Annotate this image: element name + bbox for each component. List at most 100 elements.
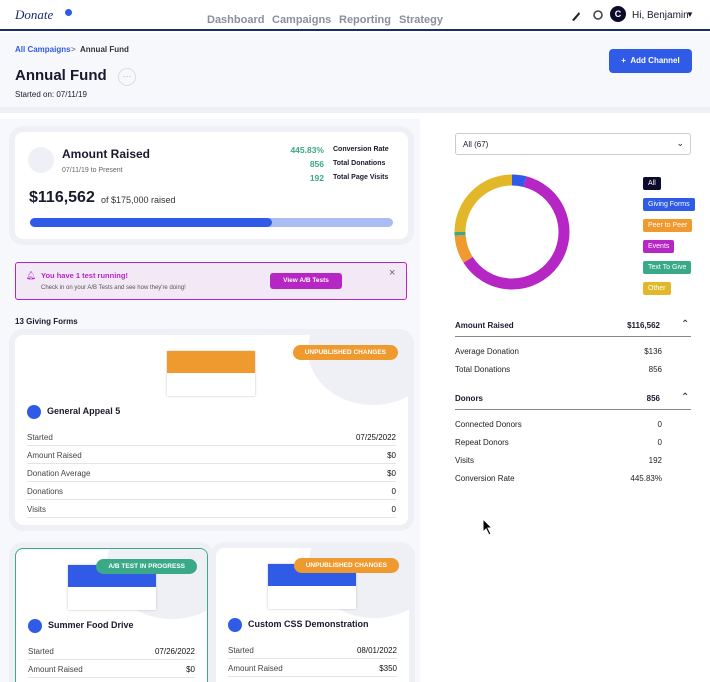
row-value: 08/01/2022 [356,646,397,655]
nav-link[interactable]: Strategy [399,10,443,28]
donut-segment [511,174,527,187]
row-label: Connected Donors [455,420,522,429]
user-menu[interactable]: Hi, Benjamin [632,10,689,21]
alert-title: You have 1 test running! [41,271,128,280]
summary-dates: 07/11/19 to Present [62,167,123,174]
goal: of $175,000 raised [101,195,176,205]
summary-title: Amount Raised [62,147,151,161]
row-label: Total Donations [455,365,511,374]
form-card: UNPUBLISHED CHANGES General Appeal 5 Start… [15,335,408,525]
summary-card: Amount Raised 07/11/19 to Present $116,5… [15,132,408,239]
brand[interactable]: Donate [15,7,54,22]
row-value: 07/25/2022 [355,433,396,442]
stat-value: 192 [309,173,324,183]
row-value: $0 [186,665,195,674]
form-name[interactable]: Summer Food Drive [48,620,134,630]
row-label: Average Donation [455,347,519,356]
more-button[interactable]: ··· [118,68,136,86]
donut-segment [454,234,473,263]
legend-item[interactable]: Peer to Peer [643,219,693,232]
nav-link[interactable]: Dashboard [207,10,264,28]
view-tests-button[interactable]: View A/B Tests [270,273,342,289]
row-label: Visits [27,505,46,514]
row-value: 192 [648,456,662,465]
section-value: $116,562 [627,321,660,330]
row-value: $0 [387,469,396,478]
detail-row: Amount Raised $350 [228,659,397,677]
row-value: 856 [648,365,662,374]
nav-link[interactable]: Campaigns [272,14,332,26]
button-label[interactable]: Add Channel [630,56,680,65]
stat-value: 445.83% [290,145,324,155]
row-label: Started [27,433,53,442]
progress-fill [30,218,272,227]
section-divider [455,409,691,410]
row-value: 0 [657,420,662,429]
legend-item[interactable]: Giving Forms [643,198,695,211]
row-label: Started [28,647,54,656]
nav-link[interactable]: Campaigns [272,10,331,28]
row-value: $350 [379,664,397,673]
form-card: UNPUBLISHED CHANGES Custom CSS Demonstrat… [216,548,409,682]
donut-chart [454,174,570,290]
section-divider [455,336,691,337]
collapse-caret[interactable]: ⌃ [681,392,690,403]
row-label: Amount Raised [28,665,83,674]
breadcrumb-link[interactable]: All Campaigns [15,45,71,54]
forms-heading: 13 Giving Forms [15,317,78,326]
detail-row: Visits 0 [27,500,396,518]
section-value: 856 [646,394,660,403]
form-card: A/B TEST IN PROGRESS Summer Food Drive Sta… [15,548,208,682]
nav-link[interactable]: Reporting [339,14,391,26]
nav-link[interactable]: Reporting [339,10,391,28]
row-label: Conversion Rate [455,474,515,483]
filter-value[interactable]: All (67) [463,140,489,149]
people-icon [28,147,54,173]
form-name[interactable]: Custom CSS Demonstration [248,619,369,629]
detail-row: Donations 0 [27,482,396,500]
breadcrumb-current: Annual Fund [80,45,129,54]
toolbar-icons[interactable] [570,9,610,23]
caret[interactable]: ⌄ [676,138,684,148]
detail-row: Amount Raised $0 [27,446,396,464]
caret[interactable]: ▼ [686,10,694,19]
row-label: Repeat Donors [455,438,509,447]
section-title: Amount Raised [455,321,514,330]
avatar[interactable]: C [610,6,626,22]
info-icon[interactable] [65,9,72,16]
row-label: Amount Raised [228,664,283,673]
stat-label: Conversion Rate [333,146,389,153]
alert: 🔔︎ You have 1 test running! Check in on … [15,262,407,300]
detail-row: Amount Raised $0 [28,660,195,678]
detail-row: Started 07/26/2022 [28,642,195,660]
donut-segment [463,176,570,290]
legend-item[interactable]: Other [643,282,671,295]
add-channel-button[interactable]: + Add Channel [609,49,692,73]
form-icon [28,619,42,633]
row-label: Donations [27,487,64,496]
cursor [482,518,494,536]
form-name[interactable]: General Appeal 5 [47,406,121,416]
progress-track [30,218,393,227]
stat-label: Total Page Visits [333,174,389,181]
detail-row: Donation Average$0 [28,678,195,682]
stat-value: 856 [309,159,324,169]
nav-link[interactable]: Dashboard [207,14,265,26]
legend-item[interactable]: Text To Give [643,261,692,274]
page-title: Annual Fund [15,67,107,84]
badge: UNPUBLISHED CHANGES [293,558,399,573]
thumbnail-banner [167,351,255,373]
row-value: $0 [387,451,396,460]
filter-select[interactable]: All (67) ⌄ [455,133,691,155]
nav-link[interactable]: Strategy [399,14,444,26]
row-value: 07/26/2022 [154,647,195,656]
row-label: Started [228,646,254,655]
stat-label: Total Donations [333,160,386,167]
collapse-caret[interactable]: ⌃ [681,319,690,330]
close-button[interactable]: × [389,267,396,279]
bell-icon: 🔔︎ [26,271,37,280]
legend-item[interactable]: All [643,177,661,190]
legend-item[interactable]: Events [643,240,675,253]
form-icon [27,405,41,419]
row-label: Amount Raised [27,451,82,460]
